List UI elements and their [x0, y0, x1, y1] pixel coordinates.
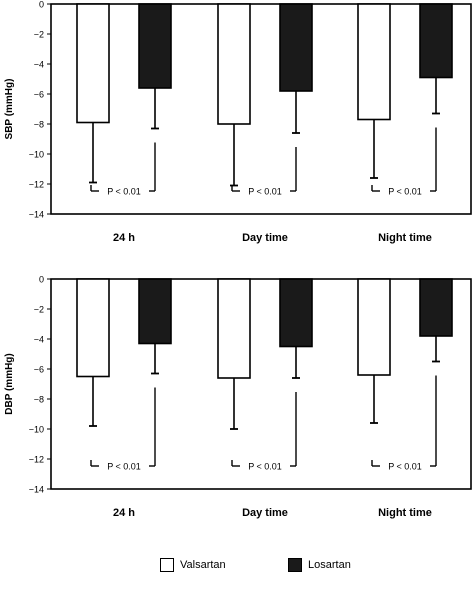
category-label: Day time [242, 507, 288, 519]
y-tick-label: −6 [34, 365, 44, 375]
bar-losartan [279, 3, 313, 92]
category-label: 24 h [113, 232, 135, 244]
p-value-annotation: P < 0.01 [388, 462, 422, 472]
category-label: Night time [378, 507, 432, 519]
y-tick-label: −10 [29, 425, 44, 435]
plot-frame [50, 278, 472, 490]
legend-item-valsartan: Valsartan [160, 555, 226, 575]
y-tick-label: −4 [34, 335, 44, 345]
bar-losartan [419, 278, 453, 337]
sbp-chart: 0 −2 −4 −6 −8 −10 −12 −14 SBP (mmHg) P < 0.01 24 h… [4, 0, 472, 244]
y-tick-label: −14 [29, 210, 44, 220]
y-tick-label: −8 [34, 120, 44, 130]
bar-valsartan [217, 278, 251, 379]
y-tick-label: −8 [34, 395, 44, 405]
y-tick-label: −12 [29, 180, 44, 190]
y-tick-label: −10 [29, 150, 44, 160]
bar-losartan [279, 278, 313, 348]
legend-swatch-losartan [288, 558, 302, 572]
y-tick-label: −2 [34, 305, 44, 315]
y-tick-label: −14 [29, 485, 44, 495]
bar-losartan [138, 3, 172, 89]
legend-item-losartan: Losartan [288, 555, 351, 575]
legend-label-valsartan: Valsartan [180, 559, 226, 571]
bar-losartan [419, 3, 453, 79]
y-tick-label: 0 [39, 0, 44, 10]
category-label: Day time [242, 232, 288, 244]
bar-valsartan [357, 3, 391, 121]
p-value-annotation: P < 0.01 [248, 462, 282, 472]
y-tick-label: −6 [34, 90, 44, 100]
p-value-annotation: P < 0.01 [107, 462, 141, 472]
y-axis-label: DBP (mmHg) [4, 353, 15, 414]
legend: Valsartan Losartan [0, 555, 474, 575]
bar-valsartan [357, 278, 391, 376]
y-tick-label: 0 [39, 275, 44, 285]
category-label: 24 h [113, 507, 135, 519]
y-tick-label: −12 [29, 455, 44, 465]
dbp-chart: 0 −2 −4 −6 −8 −10 −12 −14 DBP (mmHg) P < 0.01 24 h… [4, 275, 472, 519]
plot-frame [50, 3, 472, 215]
p-value-annotation: P < 0.01 [107, 187, 141, 197]
legend-label-losartan: Losartan [308, 559, 351, 571]
p-value-annotation: P < 0.01 [388, 187, 422, 197]
p-value-annotation: P < 0.01 [248, 187, 282, 197]
y-tick-label: −4 [34, 60, 44, 70]
bar-valsartan [217, 3, 251, 125]
bar-valsartan [76, 3, 110, 124]
legend-swatch-valsartan [160, 558, 174, 572]
y-tick-label: −2 [34, 30, 44, 40]
y-axis-label: SBP (mmHg) [4, 79, 15, 140]
bar-valsartan [76, 278, 110, 378]
category-label: Night time [378, 232, 432, 244]
bar-losartan [138, 278, 172, 345]
